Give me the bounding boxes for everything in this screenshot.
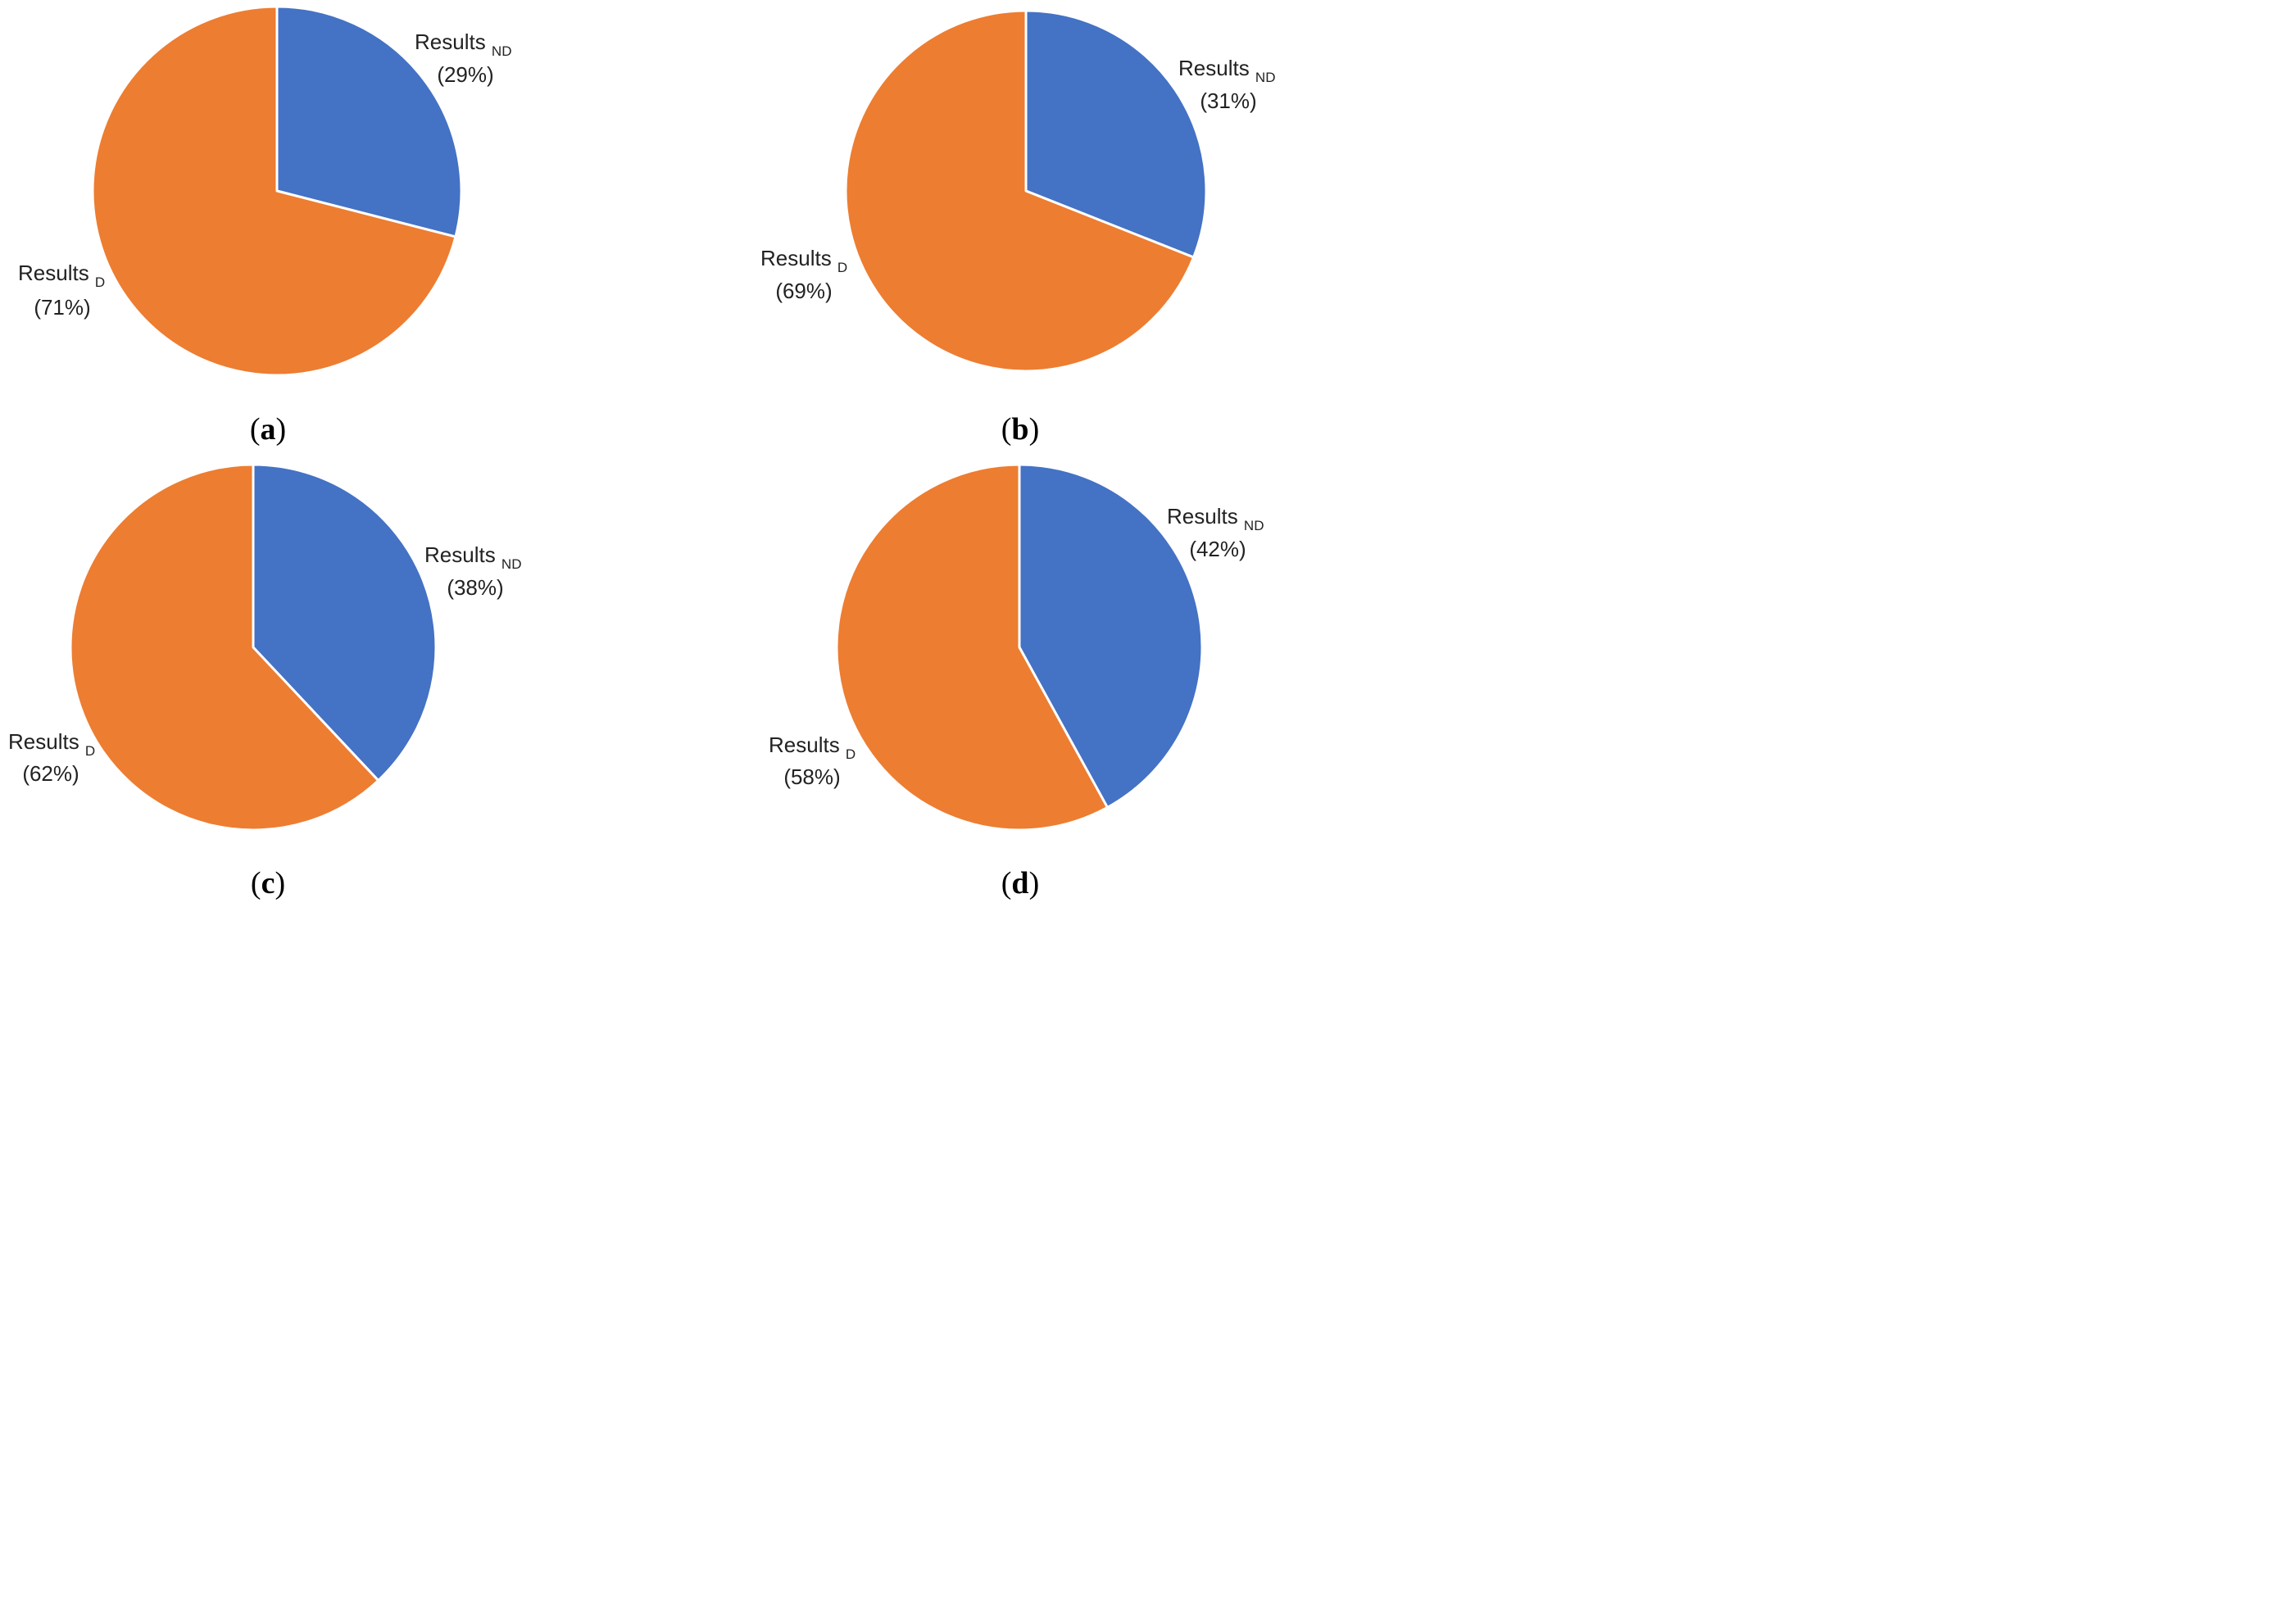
panel-caption: (b)	[1001, 412, 1039, 447]
panel-caption: (d)	[1001, 866, 1039, 900]
pie-slice-d	[835, 463, 1109, 832]
slice-percent-d: (69%)	[775, 279, 832, 303]
slice-percent-d: (58%)	[783, 764, 840, 789]
slice-percent-nd: (42%)	[1189, 537, 1246, 561]
pie-chart-c: Results ND (38%) Results D(62%) (c)	[8, 463, 521, 900]
slice-label-d: Results D	[18, 261, 105, 290]
slice-percent-nd: (31%)	[1200, 88, 1256, 113]
slice-percent-d: (71%)	[34, 295, 90, 320]
pie-slice-d	[91, 5, 457, 377]
pie-slice-nd	[1018, 463, 1204, 809]
pie-slice-d	[69, 463, 380, 832]
pie-slice-nd	[1024, 9, 1208, 259]
panel-caption: (a)	[250, 412, 286, 447]
pie-chart-b: Results ND (31%) Results D (69%) (b)	[760, 9, 1275, 447]
slice-label-nd: Results ND	[1178, 56, 1275, 85]
pie-chart-d: Results ND (42%) Results D(58%) (d)	[769, 463, 1264, 900]
pie-slice-d	[844, 9, 1196, 373]
slice-label-d: Results D	[8, 729, 95, 759]
pie-slice-nd	[252, 463, 438, 783]
slice-label-nd: Results ND	[415, 29, 511, 59]
slice-label-d: Results D	[760, 246, 847, 275]
slice-label-nd: Results ND	[424, 542, 521, 572]
pie-chart-a: Results ND (29%) Results D (71%) (a)	[18, 5, 511, 447]
slice-percent-nd: (29%)	[437, 62, 493, 87]
slice-label-d: Results D	[769, 733, 856, 762]
slice-percent-d: (62%)	[22, 761, 79, 786]
slice-percent-nd: (38%)	[447, 575, 503, 600]
pie-slice-nd	[275, 5, 463, 238]
panel-caption: (c)	[251, 866, 285, 900]
figure: Results ND(29%)Results D(71%)(a)Results …	[0, 0, 1285, 909]
slice-label-nd: Results ND	[1167, 504, 1264, 533]
